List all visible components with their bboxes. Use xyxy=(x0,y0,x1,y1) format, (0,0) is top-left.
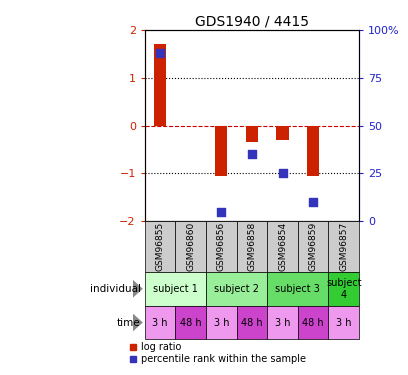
Bar xyxy=(175,221,206,272)
Point xyxy=(279,170,286,177)
Bar xyxy=(267,221,298,272)
Text: subject 3: subject 3 xyxy=(275,284,320,294)
Text: GSM96856: GSM96856 xyxy=(217,222,226,271)
Text: 48 h: 48 h xyxy=(302,318,324,327)
Bar xyxy=(328,272,359,306)
Bar xyxy=(237,221,267,272)
Bar xyxy=(154,44,166,126)
Bar xyxy=(145,272,206,306)
Text: subject
4: subject 4 xyxy=(326,278,361,300)
Text: GSM96858: GSM96858 xyxy=(247,222,257,271)
Bar xyxy=(298,221,328,272)
Text: GSM96859: GSM96859 xyxy=(308,222,318,271)
Text: time: time xyxy=(117,318,141,327)
Text: 48 h: 48 h xyxy=(180,318,202,327)
Text: subject 2: subject 2 xyxy=(214,284,259,294)
Bar xyxy=(206,306,237,339)
Bar xyxy=(175,306,206,339)
Bar xyxy=(328,306,359,339)
Legend: log ratio, percentile rank within the sample: log ratio, percentile rank within the sa… xyxy=(129,342,306,364)
Bar xyxy=(307,126,319,176)
Text: 3 h: 3 h xyxy=(275,318,290,327)
Bar xyxy=(298,306,328,339)
Bar xyxy=(145,306,175,339)
Text: GSM96857: GSM96857 xyxy=(339,222,348,271)
Bar xyxy=(246,126,258,142)
Text: 3 h: 3 h xyxy=(153,318,168,327)
Text: subject 1: subject 1 xyxy=(153,284,198,294)
Text: GSM96855: GSM96855 xyxy=(155,222,165,271)
Text: GSM96860: GSM96860 xyxy=(186,222,195,271)
Polygon shape xyxy=(133,314,143,332)
Text: 3 h: 3 h xyxy=(336,318,351,327)
Bar xyxy=(267,272,328,306)
Point xyxy=(157,50,163,56)
Text: 48 h: 48 h xyxy=(241,318,263,327)
Bar xyxy=(215,126,228,176)
Bar xyxy=(206,272,267,306)
Bar xyxy=(145,221,175,272)
Text: 3 h: 3 h xyxy=(214,318,229,327)
Bar xyxy=(206,221,237,272)
Text: GSM96854: GSM96854 xyxy=(278,222,287,271)
Bar xyxy=(267,306,298,339)
Point xyxy=(218,209,225,214)
Polygon shape xyxy=(133,280,143,298)
Point xyxy=(249,151,255,157)
Text: individual: individual xyxy=(90,284,141,294)
Bar xyxy=(237,306,267,339)
Bar xyxy=(328,221,359,272)
Bar xyxy=(277,126,289,140)
Title: GDS1940 / 4415: GDS1940 / 4415 xyxy=(195,15,309,29)
Point xyxy=(310,199,317,205)
